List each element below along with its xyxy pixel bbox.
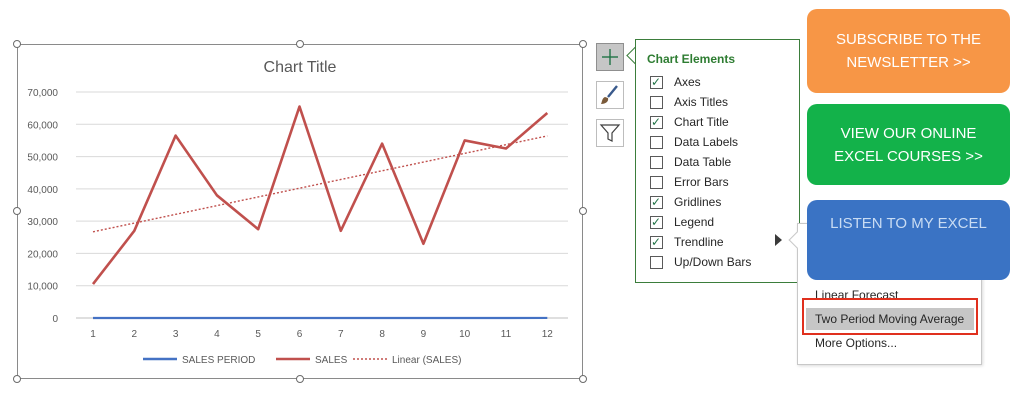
series-line-sales [91, 105, 549, 285]
x-tick-label: 10 [459, 329, 471, 340]
chart-area[interactable]: Chart Title 0 10,000 20,000 30,000 40,000 50,0… [17, 44, 583, 379]
checkmark-icon: ✓ [651, 214, 662, 229]
chart-plot: Chart Title 0 10,000 20,000 30,000 40,000 50,0… [27, 59, 568, 366]
promo-button[interactable]: LISTEN TO MY EXCEL [807, 200, 1010, 280]
legend-label: SALES PERIOD [182, 355, 255, 366]
checkbox[interactable] [650, 95, 663, 109]
promo-button-label: VIEW OUR ONLINE EXCEL COURSES >> [834, 124, 983, 165]
checkbox[interactable]: ✓ [650, 114, 663, 129]
x-tick-label: 5 [255, 329, 261, 340]
checkbox[interactable]: ✓ [650, 214, 663, 229]
checkbox[interactable] [650, 155, 663, 169]
chart-element-label: Legend [674, 215, 715, 229]
legend-label: SALES [315, 355, 348, 366]
chart-element-label: Gridlines [674, 195, 722, 209]
chart-element-trendline[interactable]: ✓ Trendline [650, 232, 724, 252]
checkbox[interactable] [650, 255, 663, 269]
chart-element-label: Error Bars [674, 175, 729, 189]
x-tick-label: 11 [501, 329, 512, 340]
resize-handle[interactable] [13, 207, 21, 215]
y-tick-label: 20,000 [27, 249, 58, 260]
chart-element-axis-titles[interactable]: Axis Titles [650, 92, 728, 112]
promo-button-label: SUBSCRIBE TO THE NEWSLETTER >> [835, 31, 982, 71]
checkbox[interactable]: ✓ [650, 74, 663, 89]
checkmark-icon: ✓ [651, 114, 662, 129]
checkbox[interactable] [650, 135, 663, 149]
y-tick-label: 0 [52, 314, 58, 325]
chart-element-chart-title[interactable]: ✓ Chart Title [650, 112, 729, 132]
chart-element-label: Axis Titles [674, 95, 729, 109]
funnel-icon [599, 124, 621, 142]
chart-element-label: Data Labels [674, 135, 739, 149]
x-tick-label: 4 [214, 329, 220, 340]
checkmark-icon: ✓ [651, 234, 662, 249]
y-tick-label: 10,000 [27, 282, 58, 293]
trendline-expand-arrow-icon[interactable] [775, 234, 782, 246]
x-tick-label: 12 [542, 329, 554, 340]
trendline-option-more-options[interactable]: More Options... [815, 336, 898, 350]
chart-elements-button[interactable] [596, 43, 624, 71]
chart-filters-button[interactable] [596, 119, 624, 147]
chart-element-error-bars[interactable]: Error Bars [650, 172, 729, 192]
x-tick-label: 9 [421, 329, 427, 340]
resize-handle[interactable] [13, 375, 21, 383]
chart-element-label: Data Table [674, 155, 732, 169]
plus-icon [602, 49, 618, 65]
chart-elements-title: Chart Elements [647, 52, 736, 66]
chart-element-data-table[interactable]: Data Table [650, 152, 731, 172]
x-tick-label: 3 [173, 329, 179, 340]
chart-element-label: Trendline [674, 235, 724, 249]
x-tick-label: 8 [379, 329, 385, 340]
y-tick-label: 50,000 [27, 153, 58, 164]
chart-element-data-labels[interactable]: Data Labels [650, 132, 738, 152]
resize-handle[interactable] [579, 207, 587, 215]
chart-title: Chart Title [264, 59, 337, 76]
resize-handle[interactable] [13, 40, 21, 48]
chart-element-label: Up/Down Bars [674, 255, 752, 269]
checkbox[interactable] [650, 175, 663, 189]
promo-button[interactable]: VIEW OUR ONLINE EXCEL COURSES >> [807, 104, 1010, 185]
y-tick-label: 60,000 [27, 120, 58, 131]
x-tick-label: 6 [297, 329, 303, 340]
x-tick-label: 2 [132, 329, 138, 340]
resize-handle[interactable] [296, 40, 304, 48]
legend-label: Linear (SALES) [392, 355, 461, 366]
x-tick-label: 7 [338, 329, 344, 340]
promo-button-label: LISTEN TO MY EXCEL [830, 215, 987, 232]
checkbox[interactable]: ✓ [650, 194, 663, 209]
checkmark-icon: ✓ [651, 74, 662, 89]
y-tick-label: 30,000 [27, 217, 58, 228]
chart-elements-pane: Chart Elements ✓ Axes Axis Titles ✓ Chart Ti… [635, 39, 800, 283]
trendline-option-two-period-moving-average[interactable]: Two Period Moving Average [806, 308, 974, 330]
chart-styles-button[interactable] [596, 81, 624, 109]
resize-handle[interactable] [579, 40, 587, 48]
series-line-linear-sales [92, 135, 548, 233]
resize-handle[interactable] [579, 375, 587, 383]
checkbox[interactable]: ✓ [650, 234, 663, 249]
y-tick-label: 40,000 [27, 185, 58, 196]
x-tick-label: 1 [90, 329, 96, 340]
promo-button[interactable]: SUBSCRIBE TO THE NEWSLETTER >> [807, 9, 1010, 93]
chart-element-up-down-bars[interactable]: Up/Down Bars [650, 252, 751, 272]
highlight-annotation-box [802, 298, 978, 335]
chart-element-legend[interactable]: ✓ Legend [650, 212, 714, 232]
resize-handle[interactable] [296, 375, 304, 383]
paintbrush-icon [601, 85, 618, 104]
y-tick-label: 70,000 [27, 88, 58, 99]
chart-element-label: Chart Title [674, 115, 729, 129]
chart-element-gridlines[interactable]: ✓ Gridlines [650, 192, 721, 212]
checkmark-icon: ✓ [651, 194, 662, 209]
chart-element-label: Axes [674, 75, 701, 89]
chart-element-axes[interactable]: ✓ Axes [650, 72, 701, 92]
